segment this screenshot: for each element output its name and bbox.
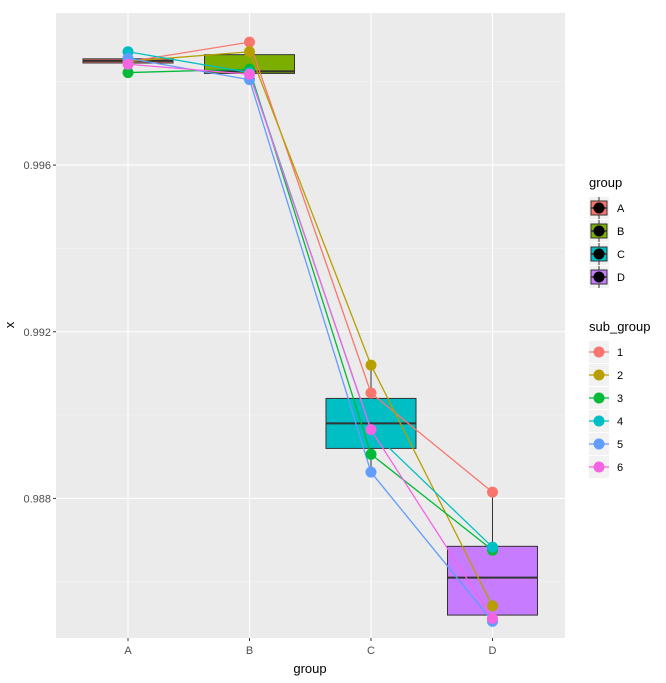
data-point-1	[365, 387, 377, 399]
data-point-6	[122, 58, 134, 70]
data-point-6	[365, 424, 377, 436]
legend-key-point	[593, 271, 605, 283]
series-line-6	[127, 63, 494, 619]
x-axis: A B C D	[124, 638, 497, 657]
data-point-2	[487, 600, 498, 612]
x-tick-label: C	[367, 645, 375, 657]
legend-title: group	[589, 175, 622, 190]
data-point-1	[244, 36, 255, 48]
series-line-1	[127, 41, 493, 493]
legend-label: C	[617, 249, 625, 261]
series-points	[122, 36, 498, 627]
x-tick-label: B	[246, 645, 253, 657]
data-point-2	[244, 46, 255, 58]
data-point-3	[365, 448, 377, 460]
legend-label: 5	[617, 439, 623, 451]
legend-label: A	[617, 203, 625, 215]
data-point-3	[122, 67, 134, 79]
data-point-6	[244, 68, 255, 80]
x-tick-label: A	[124, 645, 132, 657]
legend-key-point	[593, 248, 605, 260]
legend-label: 6	[617, 462, 623, 474]
data-point-2	[365, 359, 377, 371]
y-axis-title: x	[2, 321, 17, 328]
legend-key-point	[593, 438, 605, 450]
legend-key-point	[593, 369, 605, 381]
legend-label: 1	[617, 347, 623, 359]
legend-label: 3	[617, 393, 623, 405]
legend-key-point	[593, 461, 605, 473]
y-tick-label: 0.996	[23, 160, 51, 172]
legend-key-point	[593, 225, 605, 237]
legend-key-point	[593, 202, 605, 214]
plot-panel	[56, 13, 565, 638]
legend-title: sub_group	[589, 319, 650, 334]
legend-key-point	[593, 346, 605, 358]
series-line-3	[127, 68, 493, 551]
legend-label: B	[617, 226, 624, 238]
y-tick-label: 0.988	[23, 493, 51, 505]
y-tick-label: 0.992	[23, 327, 51, 339]
legend-key-point	[593, 392, 605, 404]
data-point-1	[487, 486, 498, 498]
series-lines	[127, 41, 494, 622]
x-tick-label: D	[489, 645, 497, 657]
series-line-2	[127, 51, 494, 607]
legend-key-point	[593, 415, 605, 427]
data-point-6	[487, 612, 498, 624]
data-point-5	[365, 466, 377, 478]
data-point-4	[487, 541, 498, 553]
legend-label: 2	[617, 370, 623, 382]
major-gridlines	[56, 13, 565, 638]
legend-label: 4	[617, 416, 623, 428]
x-axis-title: group	[293, 661, 326, 676]
legend-label: D	[617, 272, 625, 284]
legend-sub-group: sub_group 1 2 3 4 5 6	[589, 319, 650, 478]
y-axis: 0.988 0.992 0.996	[23, 160, 56, 505]
